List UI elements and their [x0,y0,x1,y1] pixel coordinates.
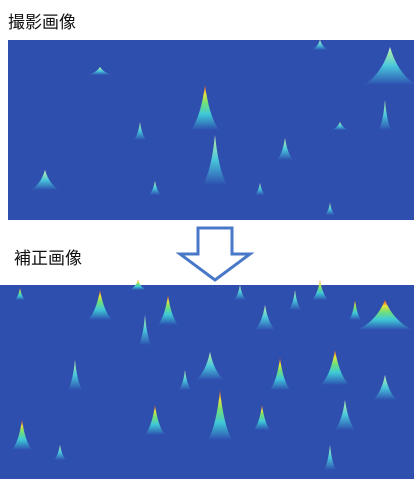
corrected-label: 補正画像 [14,249,82,269]
down-arrow [180,228,250,280]
corrected-image [0,285,414,479]
figure: 撮影画像 補正画像 [0,0,414,479]
captured-label: 撮影画像 [8,13,76,33]
